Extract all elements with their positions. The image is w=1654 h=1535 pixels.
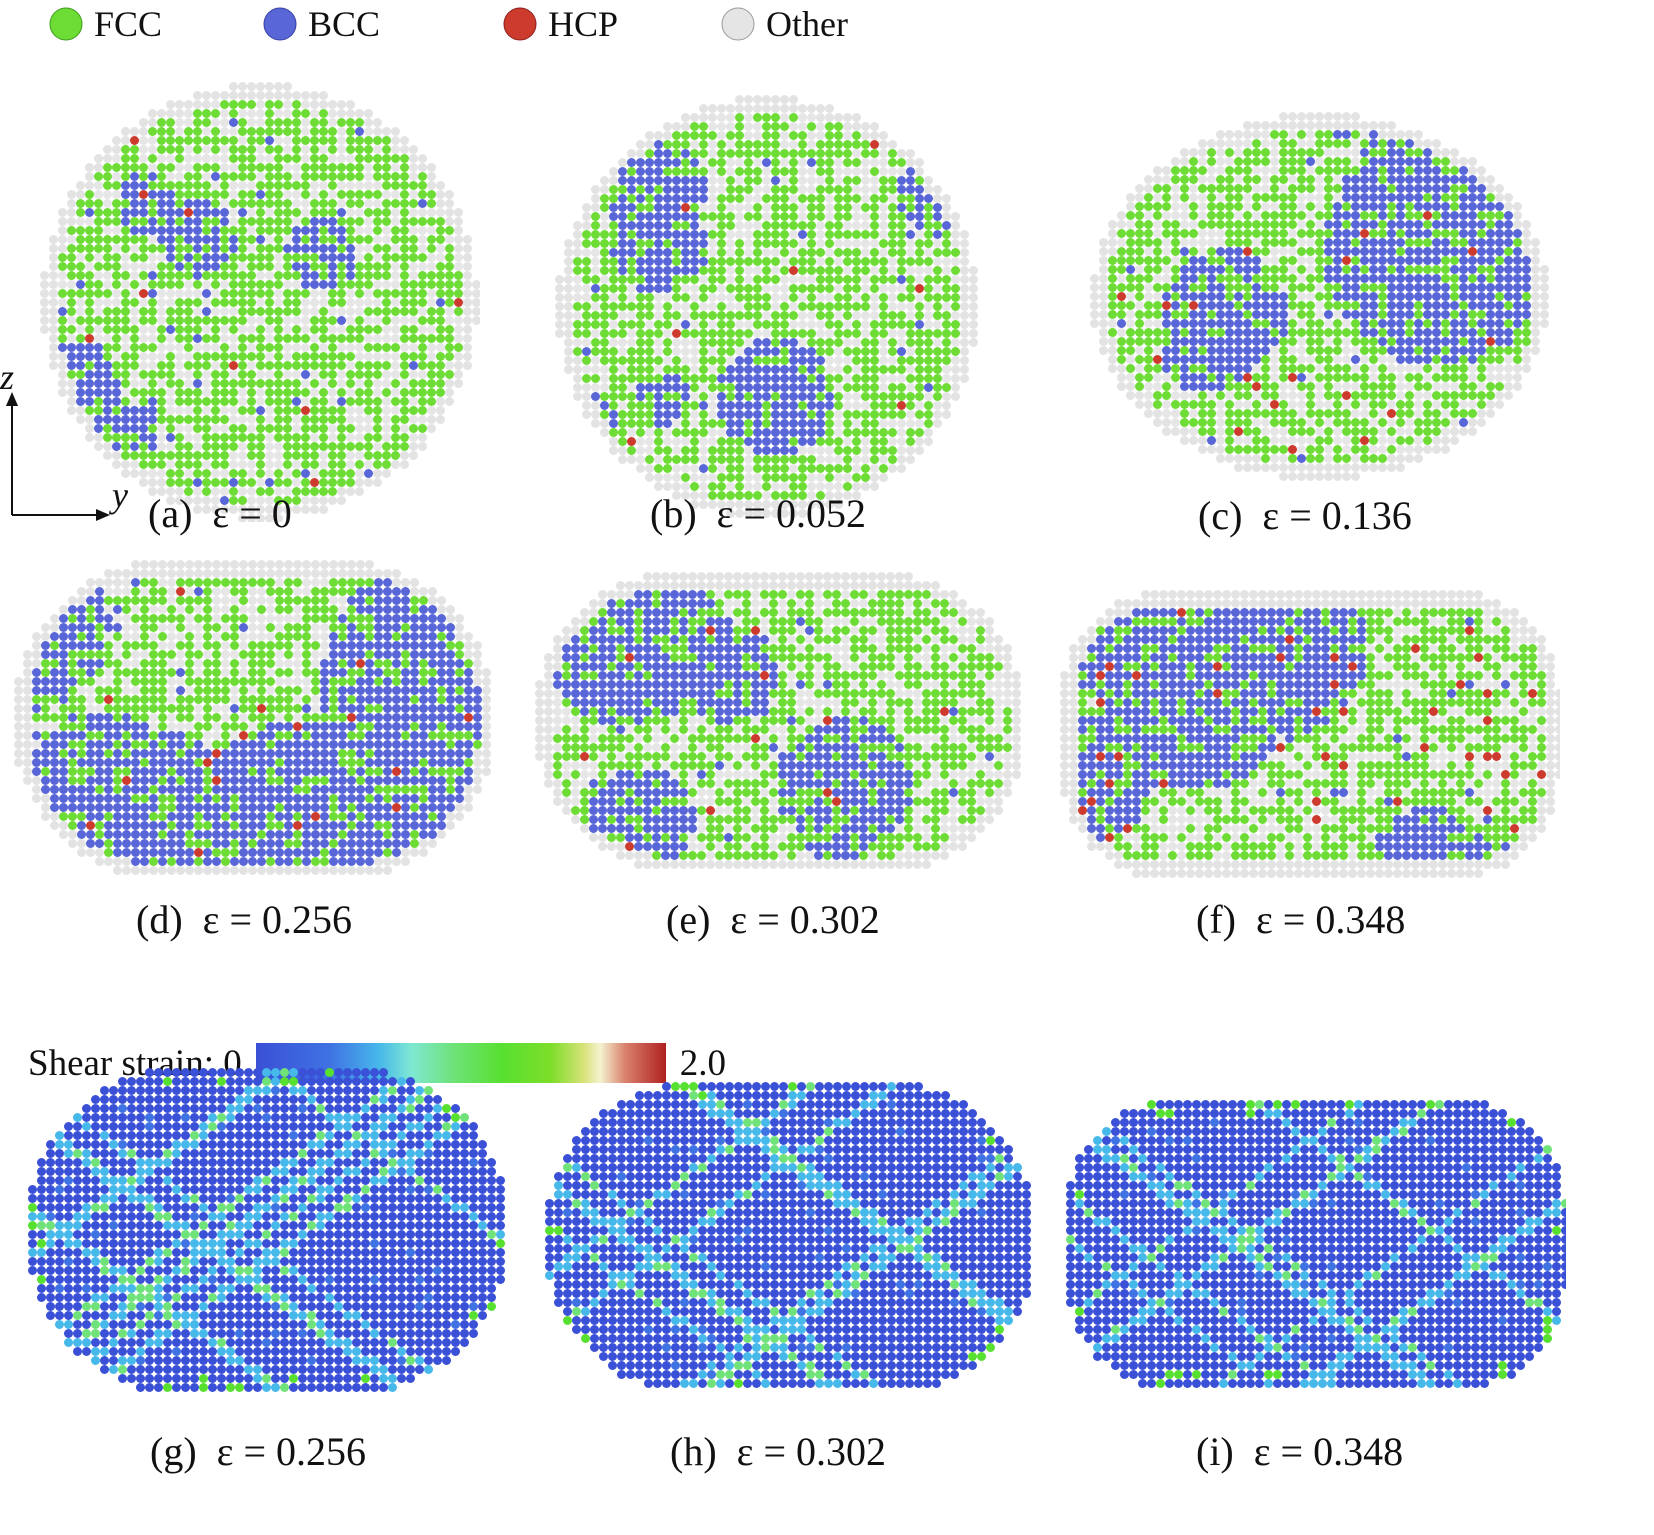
caption-g: (g) ε = 0.256: [150, 1429, 366, 1474]
colorbar-gradient: [255, 1043, 666, 1083]
caption-b: (b) ε = 0.052: [650, 491, 866, 536]
fcc-dot-icon: [49, 7, 83, 41]
caption-d: (d) ε = 0.256: [136, 897, 352, 942]
shear-strain-colorbar: Shear strain: 0 2.0: [28, 1038, 726, 1088]
legend-label-other: Other: [766, 4, 848, 44]
axes-arrows-icon: [6, 392, 110, 521]
caption-a: (a) ε = 0: [148, 491, 292, 536]
panel-b-image: [555, 95, 978, 518]
colorbar-label: Shear strain: 0: [28, 1042, 242, 1084]
panel-e-image: [535, 572, 1021, 869]
legend-item-hcp: HCP: [502, 4, 618, 44]
hcp-dot-icon: [503, 7, 537, 41]
panel-h-image: [545, 1082, 1031, 1388]
caption-i: (i) ε = 0.348: [1196, 1429, 1404, 1474]
legend-label-hcp: HCP: [548, 4, 619, 44]
panel-d-image: [14, 560, 491, 875]
axes-indicator: z y: [0, 357, 140, 530]
axis-label-y: y: [112, 475, 128, 515]
axis-label-z: z: [0, 357, 15, 397]
legend-item-bcc: BCC: [262, 4, 380, 44]
caption-c: (c) ε = 0.136: [1198, 493, 1412, 538]
panel-i-image: [1066, 1100, 1566, 1388]
panel-f-image: [1060, 590, 1560, 878]
panel-c-image: [1090, 112, 1549, 481]
colorbar-max-label: 2.0: [679, 1042, 726, 1084]
caption-e: (e) ε = 0.302: [666, 897, 880, 942]
bcc-dot-icon: [263, 7, 297, 41]
legend-item-other: Other: [720, 4, 848, 44]
legend-label-bcc: BCC: [308, 4, 381, 44]
structure-legend: FCC BCC HCP Other: [0, 0, 1654, 60]
panel-a-image: [40, 82, 480, 522]
panel-g-image: [28, 1068, 505, 1392]
legend-label-fcc: FCC: [94, 4, 163, 44]
other-dot-icon: [721, 7, 755, 41]
legend-item-fcc: FCC: [48, 4, 162, 44]
caption-f: (f) ε = 0.348: [1196, 897, 1406, 942]
caption-h: (h) ε = 0.302: [670, 1429, 886, 1474]
